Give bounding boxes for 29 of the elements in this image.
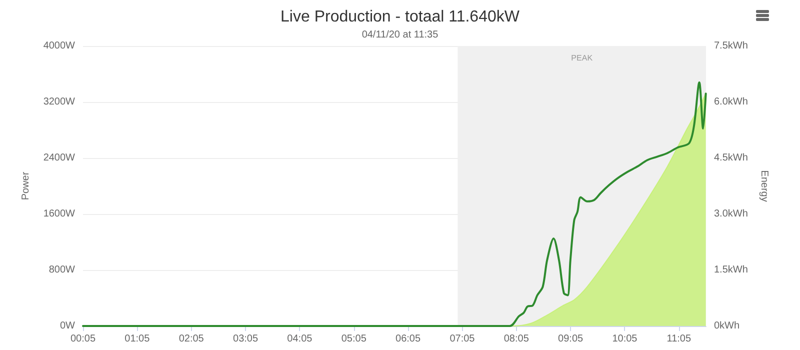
y2-tick-label: 7.5kWh bbox=[714, 40, 748, 52]
y2-tick-label: 6.0kWh bbox=[714, 96, 748, 108]
y2-tick-label: 0kWh bbox=[714, 320, 740, 332]
y-tick-label: 2400W bbox=[43, 152, 76, 164]
x-tick-label: 02:05 bbox=[178, 334, 204, 344]
x-tick-label: 06:05 bbox=[396, 334, 421, 344]
y-tick-label: 4000W bbox=[43, 40, 76, 52]
y2-axis-title: Energy bbox=[758, 170, 770, 202]
y2-tick-label: 3.0kWh bbox=[714, 208, 748, 220]
y-tick-label: 0W bbox=[60, 320, 76, 332]
chart-title: Live Production - totaal 11.640kW bbox=[280, 8, 520, 26]
y-tick-label: 3200W bbox=[43, 96, 76, 108]
x-tick-label: 00:05 bbox=[70, 334, 96, 344]
chart-subtitle: 04/11/20 at 11:35 bbox=[362, 30, 439, 40]
x-tick-label: 05:05 bbox=[341, 334, 367, 344]
x-tick-label: 03:05 bbox=[233, 334, 258, 344]
x-tick-label: 09:05 bbox=[558, 334, 584, 344]
band-label: PEAK bbox=[571, 54, 594, 62]
y2-tick-label: 4.5kWh bbox=[714, 152, 748, 164]
x-tick-label: 04:05 bbox=[287, 334, 313, 344]
x-tick-label: 10:05 bbox=[612, 334, 638, 344]
x-tick-label: 07:05 bbox=[450, 334, 476, 344]
x-tick-label: 08:05 bbox=[504, 334, 530, 344]
x-tick-label: 01:05 bbox=[124, 334, 150, 344]
y-tick-label: 1600W bbox=[43, 208, 76, 220]
y-axis-title: Power bbox=[20, 171, 32, 200]
y-tick-label: 800W bbox=[48, 264, 76, 276]
y2-tick-label: 1.5kWh bbox=[714, 264, 748, 276]
x-tick-label: 11:05 bbox=[666, 334, 692, 344]
